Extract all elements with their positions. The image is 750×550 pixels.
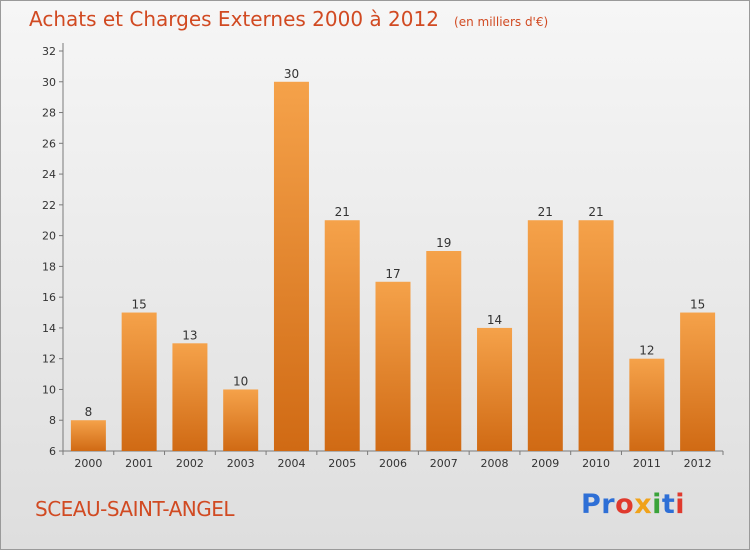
proxiti-logo: Proxiti [581,489,685,520]
y-tick-label: 6 [49,445,56,458]
data-label: 19 [436,236,451,250]
bar [629,358,665,451]
bar [527,220,563,451]
y-tick-label: 20 [42,230,56,243]
data-label: 13 [182,328,197,342]
y-tick-label: 16 [42,291,56,304]
bar [680,312,716,451]
data-label: 8 [85,405,93,419]
data-label: 21 [588,205,603,219]
data-label: 15 [690,298,705,312]
x-tick-label: 2012 [684,457,712,470]
chart-subtitle: (en milliers d'€) [454,15,549,29]
data-label: 17 [385,267,400,281]
data-label: 21 [335,205,350,219]
logo-letter: i [675,489,686,520]
data-label: 10 [233,374,248,388]
logo-letter: t [661,489,676,520]
x-tick-label: 2000 [74,457,102,470]
logo-letter: P [581,489,602,520]
data-label: 14 [487,313,502,327]
bar [426,251,462,451]
x-tick-label: 2001 [125,457,153,470]
logo-letter: o [615,489,635,520]
x-tick-label: 2011 [633,457,661,470]
x-tick-label: 2002 [176,457,204,470]
x-tick-label: 2005 [328,457,356,470]
y-tick-label: 26 [42,137,56,150]
data-label: 30 [284,67,299,81]
logo-letter: i [652,489,662,520]
data-label: 12 [639,344,654,358]
bar [273,81,309,452]
y-tick-label: 14 [42,322,56,335]
x-tick-label: 2004 [277,457,305,470]
title-row: Achats et Charges Externes 2000 à 2012 (… [29,7,548,31]
bars [70,81,716,452]
y-tick-label: 22 [42,199,56,212]
y-tick-label: 32 [42,45,56,58]
y-tick-label: 28 [42,107,56,120]
x-tick-label: 2003 [227,457,255,470]
bar [223,389,259,451]
x-tick-label: 2009 [531,457,559,470]
y-tick-label: 12 [42,353,56,366]
y-tick-label: 24 [42,168,56,181]
data-label: 15 [132,298,147,312]
x-tick-label: 2006 [379,457,407,470]
bar [70,420,106,451]
y-tick-label: 8 [49,414,56,427]
x-tick-label: 2007 [430,457,458,470]
y-tick-label: 18 [42,260,56,273]
x-tick-label: 2008 [481,457,509,470]
bar [477,327,513,451]
logo-letter: x [634,489,653,520]
bar [121,312,157,451]
logo-letter: r [601,489,616,520]
commune-name: SCEAU-SAINT-ANGEL [35,497,235,521]
bar [375,281,411,451]
y-tick-label: 10 [42,383,56,396]
chart-title: Achats et Charges Externes 2000 à 2012 [29,7,439,31]
labels: 6 8 10 12 14 16 18 20 22 24 26 28 30 32 8 2000 15 2001 13 2… [42,45,712,470]
bar [172,343,208,451]
y-tick-label: 30 [42,76,56,89]
bar [324,220,360,451]
bar [578,220,614,451]
x-tick-label: 2010 [582,457,610,470]
data-label: 21 [538,205,553,219]
